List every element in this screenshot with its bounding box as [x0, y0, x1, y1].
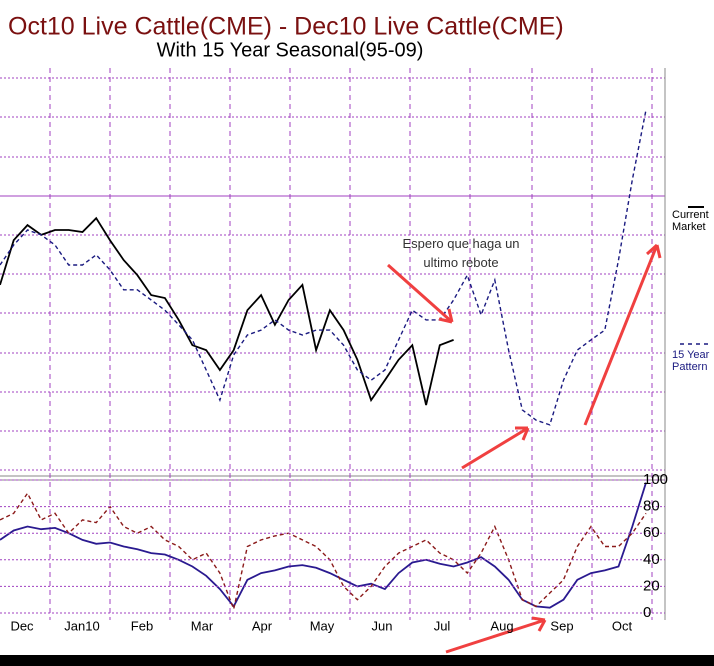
- marks: [0, 109, 665, 614]
- bottom-bar: [0, 655, 714, 666]
- x-tick-label: Aug: [490, 618, 513, 633]
- top-grid: [0, 68, 666, 620]
- series-line: [0, 482, 647, 609]
- x-tick-label: Sep: [550, 618, 573, 633]
- y-tick-label: 0: [643, 604, 651, 621]
- chart-subtitle: With 15 Year Seasonal(95-09): [157, 39, 424, 61]
- series-line: [0, 109, 647, 426]
- series-line: [0, 491, 647, 612]
- arrow: [583, 243, 662, 426]
- y-tick-label: 100: [643, 471, 668, 488]
- legend-label: Current Market: [672, 209, 709, 233]
- arrow: [461, 426, 530, 470]
- x-tick-label: Jan10: [64, 618, 99, 633]
- series-line: [0, 216, 454, 406]
- x-tick-label: Jul: [434, 618, 451, 633]
- y-tick-label: 80: [643, 498, 660, 515]
- arrows: [387, 243, 662, 654]
- x-tick-label: Dec: [10, 618, 34, 633]
- y-tick-label: 40: [643, 551, 660, 568]
- arrow: [387, 263, 454, 324]
- x-tick-label: Jun: [372, 618, 393, 633]
- legend-label: 15 Year Pattern: [672, 349, 710, 373]
- x-tick-label: Mar: [191, 618, 214, 633]
- x-tick-label: May: [310, 618, 335, 633]
- x-tick-label: Feb: [131, 618, 153, 633]
- annotation: Espero que haga un ultimo rebote: [402, 236, 520, 270]
- x-tick-label: Apr: [252, 618, 273, 633]
- x-tick-label: Oct: [612, 618, 633, 633]
- y-tick-label: 20: [643, 577, 660, 594]
- y-tick-label: 60: [643, 524, 660, 541]
- arrow: [445, 616, 547, 654]
- v-grid: [49, 68, 653, 620]
- chart-title: Oct10 Live Cattle(CME) - Dec10 Live Catt…: [8, 13, 564, 41]
